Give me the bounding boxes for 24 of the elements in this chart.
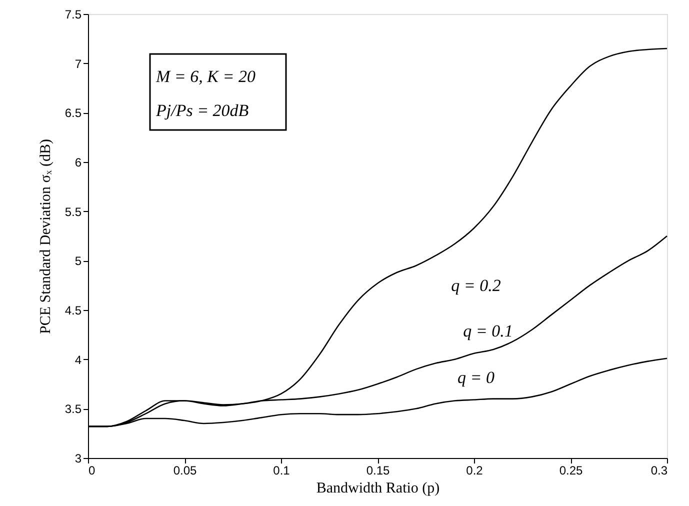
annotation: Pj/Ps = 20dB (155, 101, 250, 120)
y-tick-label: 3.5 (64, 402, 82, 416)
y-tick-label: 6 (74, 156, 82, 170)
series-label: q = 0.1 (463, 321, 513, 340)
y-axis-title: PCE Standard Deviation σₓ (dB) (38, 139, 54, 334)
y-tick-label: 4.5 (64, 304, 82, 318)
y-tick-label: 5.5 (64, 204, 82, 219)
y-tick-label: 7.5 (64, 8, 82, 22)
x-tick-label: 0.3 (650, 464, 668, 478)
y-tick-label: 7 (74, 56, 82, 71)
x-tick-label: 0.1 (273, 464, 290, 478)
y-tick-label: 4 (74, 352, 82, 367)
x-tick-label: 0.05 (173, 464, 197, 478)
y-tick-label: 5 (74, 254, 82, 268)
x-tick-label: 0.2 (466, 464, 484, 478)
x-axis-title: Bandwidth Ratio (p) (316, 480, 440, 496)
series-label: q = 0.2 (451, 276, 502, 296)
series-label: q = 0 (458, 368, 495, 387)
annotation: M = 6, K = 20 (155, 67, 256, 86)
y-tick-label: 6.5 (64, 106, 82, 120)
x-tick-label: 0.25 (559, 464, 583, 478)
y-tick-label: 3 (74, 452, 82, 466)
x-tick-label: 0.15 (366, 464, 390, 478)
x-tick-label: 0 (88, 464, 96, 478)
